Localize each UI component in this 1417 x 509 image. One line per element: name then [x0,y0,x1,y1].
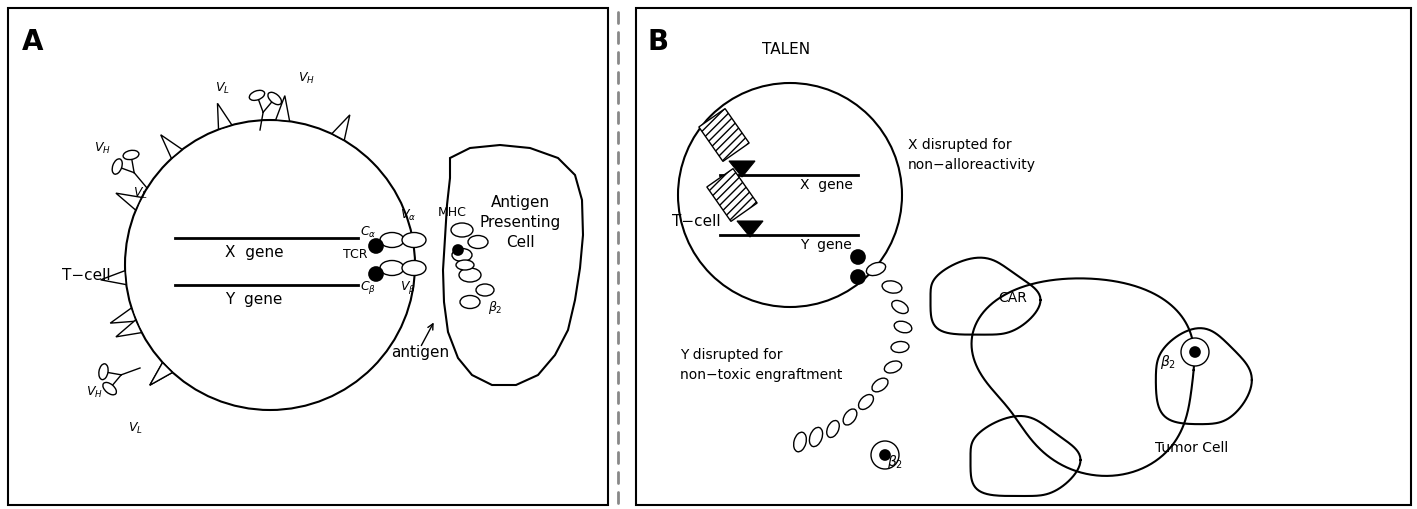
Polygon shape [737,221,762,237]
Polygon shape [332,115,350,140]
Ellipse shape [402,261,427,275]
Circle shape [1190,347,1200,357]
Ellipse shape [103,382,116,395]
Ellipse shape [452,248,472,262]
Text: $V_{\alpha}$: $V_{\alpha}$ [400,208,417,222]
PathPatch shape [444,145,582,385]
Ellipse shape [871,378,888,392]
Text: TALEN: TALEN [762,42,811,57]
Text: $V_H$: $V_H$ [85,384,102,400]
Polygon shape [150,362,173,385]
Text: X  gene: X gene [225,245,283,260]
Polygon shape [971,416,1081,496]
Ellipse shape [268,92,282,105]
Ellipse shape [468,236,487,248]
Ellipse shape [461,296,480,308]
Ellipse shape [459,268,480,282]
Polygon shape [160,135,183,158]
Text: Y disrupted for
non−toxic engraftment: Y disrupted for non−toxic engraftment [680,348,842,382]
Text: X  gene: X gene [801,178,853,192]
Bar [9,8,608,505]
Polygon shape [276,96,289,121]
Text: $\beta_2$: $\beta_2$ [487,299,502,317]
Circle shape [852,270,864,284]
Text: $\beta_2$: $\beta_2$ [887,453,903,471]
Text: Tumor Cell: Tumor Cell [1155,441,1229,455]
Polygon shape [931,258,1040,334]
Polygon shape [1156,328,1251,424]
Ellipse shape [883,281,901,293]
Ellipse shape [380,233,404,247]
Text: $V_{\beta}$: $V_{\beta}$ [400,279,417,297]
FancyBboxPatch shape [707,168,757,221]
Text: antigen: antigen [391,345,449,359]
Polygon shape [101,271,126,285]
Text: T−cell: T−cell [62,268,111,282]
Ellipse shape [794,432,806,452]
Circle shape [125,120,415,410]
Polygon shape [111,308,136,323]
Text: $V_L$: $V_L$ [133,185,147,201]
Text: $\beta_2$: $\beta_2$ [1161,353,1176,371]
Circle shape [871,441,898,469]
Polygon shape [150,362,173,385]
Circle shape [368,267,383,281]
Ellipse shape [894,321,911,333]
FancyBboxPatch shape [699,108,750,161]
Text: MHC: MHC [438,206,466,218]
Ellipse shape [402,233,427,247]
Ellipse shape [826,420,839,437]
Ellipse shape [123,150,139,160]
Polygon shape [116,320,142,337]
Text: CAR: CAR [998,291,1027,305]
Ellipse shape [99,364,108,380]
Polygon shape [728,161,755,177]
Ellipse shape [456,260,475,270]
Text: TCR: TCR [343,247,367,261]
Ellipse shape [884,361,901,373]
Ellipse shape [859,394,873,409]
Ellipse shape [891,342,908,353]
Circle shape [368,239,383,253]
Polygon shape [116,193,142,210]
Ellipse shape [380,261,404,275]
Bar [636,8,1411,505]
Ellipse shape [451,223,473,237]
Text: $V_L$: $V_L$ [128,420,143,436]
Text: $C_{\beta}$: $C_{\beta}$ [360,279,376,297]
Text: Antigen
Presenting
Cell: Antigen Presenting Cell [479,195,561,249]
Text: X disrupted for
non−alloreactivity: X disrupted for non−alloreactivity [908,138,1036,172]
Circle shape [1180,338,1209,366]
Text: $V_H$: $V_H$ [298,70,315,86]
Ellipse shape [866,263,886,275]
Ellipse shape [476,284,495,296]
Ellipse shape [249,90,265,100]
Ellipse shape [891,300,908,314]
Ellipse shape [843,409,857,425]
Text: A: A [23,28,44,56]
Text: $V_L$: $V_L$ [214,80,230,96]
Text: $C_{\alpha}$: $C_{\alpha}$ [360,224,376,240]
Polygon shape [972,278,1195,476]
Polygon shape [217,103,232,129]
Text: B: B [648,28,669,56]
Text: $V_H$: $V_H$ [94,140,111,156]
Ellipse shape [809,428,823,446]
Circle shape [880,450,890,460]
Text: Y  gene: Y gene [801,238,852,252]
Circle shape [852,250,864,264]
Text: T−cell: T−cell [672,214,721,230]
Ellipse shape [112,159,122,174]
Circle shape [453,245,463,255]
Text: Y  gene: Y gene [225,292,282,307]
Circle shape [677,83,903,307]
